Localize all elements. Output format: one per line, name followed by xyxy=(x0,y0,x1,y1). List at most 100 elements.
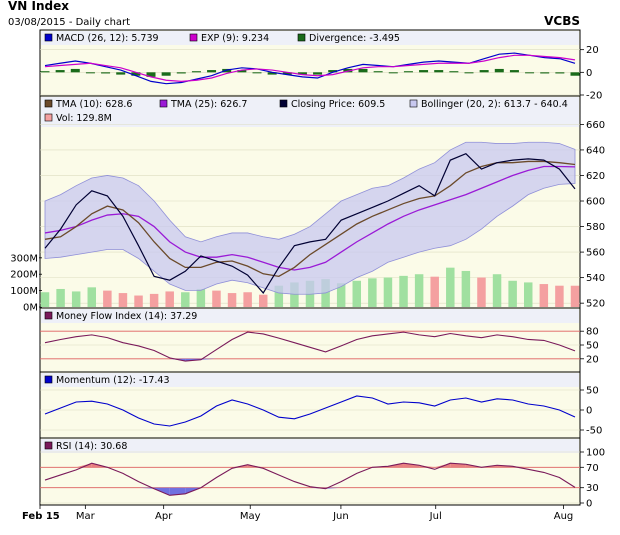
price-tick-label: 620 xyxy=(586,171,605,182)
momentum-tick-label: -50 xyxy=(586,426,602,437)
tma25-line xyxy=(44,165,576,271)
volume-bar xyxy=(539,284,549,307)
divergence-bar xyxy=(282,72,292,75)
mfi-legend-swatch xyxy=(44,311,53,320)
macd-legend-label: EXP (9): 9.234 xyxy=(201,33,269,44)
volume-bar xyxy=(149,293,159,307)
divergence-bar xyxy=(55,70,65,73)
volume-bar xyxy=(508,280,517,307)
volume-tick-label: 100M xyxy=(10,286,38,297)
price-legend-swatch xyxy=(44,113,53,122)
mfi-legend-label: Money Flow Index (14): 37.29 xyxy=(56,311,197,322)
price-tick-label: 640 xyxy=(586,145,605,156)
macd-legend-label: MACD (26, 12): 5.739 xyxy=(56,33,159,44)
x-tick-label: Mar xyxy=(76,511,96,522)
divergence-bar xyxy=(525,72,535,74)
volume-bar xyxy=(414,274,424,307)
volume-bar xyxy=(461,270,471,307)
divergence-bar xyxy=(40,71,50,73)
rsi-legend-swatch xyxy=(44,441,53,450)
volume-bar xyxy=(71,291,81,307)
macd-tick-label: -20 xyxy=(586,91,602,102)
divergence-bar xyxy=(479,70,489,73)
mfi-oversold-fill xyxy=(200,358,217,360)
volume-bar xyxy=(258,294,268,307)
rsi-legend-band xyxy=(41,439,579,453)
price-tick-label: 600 xyxy=(586,197,605,208)
macd-legend-swatch xyxy=(44,33,53,42)
volume-bar xyxy=(523,282,533,307)
volume-bar xyxy=(87,287,97,307)
volume-bar xyxy=(212,290,221,307)
divergence-bar xyxy=(328,70,338,73)
volume-tick-label: 0M xyxy=(23,303,38,314)
bollinger-band xyxy=(44,141,576,295)
divergence-bar xyxy=(419,70,429,73)
divergence-bar xyxy=(313,72,323,75)
volume-bar xyxy=(103,290,112,307)
rsi-tick-label: 70 xyxy=(586,463,599,474)
volume-bar xyxy=(118,293,128,307)
price-legend-label: Vol: 129.8M xyxy=(56,113,112,124)
rsi-line xyxy=(44,462,576,496)
mfi-line xyxy=(44,331,576,362)
volume-bar xyxy=(570,285,580,307)
panel-rsi: RSI (14): 30.68 100 70 30 0 xyxy=(39,437,605,510)
volume-bar xyxy=(383,277,393,307)
rsi-oversold-fill xyxy=(138,487,155,489)
macd-legend-band xyxy=(41,31,579,45)
volume-bar xyxy=(227,293,237,307)
tma10-line xyxy=(44,160,576,278)
volume-bar xyxy=(56,288,65,307)
volume-bar xyxy=(368,278,377,307)
macd-legend-label: Divergence: -3.495 xyxy=(309,33,400,44)
x-tick-label: Jun xyxy=(332,511,349,522)
divergence-bar xyxy=(358,68,368,73)
momentum-legend-label: Momentum (12): -17.43 xyxy=(56,375,170,386)
volume-bar xyxy=(165,291,174,307)
price-legend-swatch xyxy=(279,99,288,108)
divergence-bar xyxy=(131,72,141,76)
price-legend-swatch xyxy=(159,99,168,108)
price-legend-label: Closing Price: 609.5 xyxy=(291,99,385,110)
rsi-tick-label: 100 xyxy=(586,448,605,459)
price-tick-label: 540 xyxy=(586,273,605,284)
divergence-bar xyxy=(509,70,519,73)
panel-momentum: Momentum (12): -17.43 50 0 -50 xyxy=(39,371,602,439)
price-legend-label: TMA (25): 626.7 xyxy=(170,99,247,110)
momentum-tick-label: 50 xyxy=(586,386,599,397)
momentum-line xyxy=(44,395,576,427)
divergence-bar xyxy=(388,72,398,74)
divergence-bar xyxy=(555,72,565,74)
rsi-oversold-fill xyxy=(325,487,342,489)
divergence-bar xyxy=(70,68,80,73)
divergence-bar xyxy=(373,71,383,73)
volume-bar xyxy=(181,292,190,307)
mfi-legend-band xyxy=(41,309,579,323)
divergence-bar xyxy=(570,72,580,76)
volume-bar xyxy=(336,283,346,307)
volume-bar xyxy=(399,275,408,307)
x-tick-label: May xyxy=(240,511,261,522)
momentum-tick-label: 0 xyxy=(586,406,592,417)
macd-line xyxy=(44,52,576,85)
divergence-bar xyxy=(494,68,504,73)
price-legend-label: Bollinger (20, 2): 613.7 - 640.4 xyxy=(421,99,568,110)
rsi-overbought-fill xyxy=(76,463,92,468)
chart-title: VN Index xyxy=(8,0,69,13)
volume-bar xyxy=(555,285,564,307)
divergence-bar xyxy=(101,72,111,74)
volume-bar xyxy=(446,267,455,307)
divergence-bar xyxy=(85,72,95,74)
volume-bar xyxy=(430,276,439,307)
divergence-bar xyxy=(449,71,459,73)
price-legend-band xyxy=(41,97,579,127)
macd-legend-swatch xyxy=(297,33,306,42)
panel-price: TMA (10): 628.6 TMA (25): 626.7 Closing Pr… xyxy=(10,95,605,314)
rsi-oversold-fill xyxy=(169,487,186,496)
brand-label: VCBS xyxy=(544,14,580,28)
chart-subtitle: 03/08/2015 - Daily chart xyxy=(8,17,130,28)
divergence-bar xyxy=(237,70,247,73)
macd-legend-swatch xyxy=(189,33,198,42)
divergence-bar xyxy=(252,72,262,74)
